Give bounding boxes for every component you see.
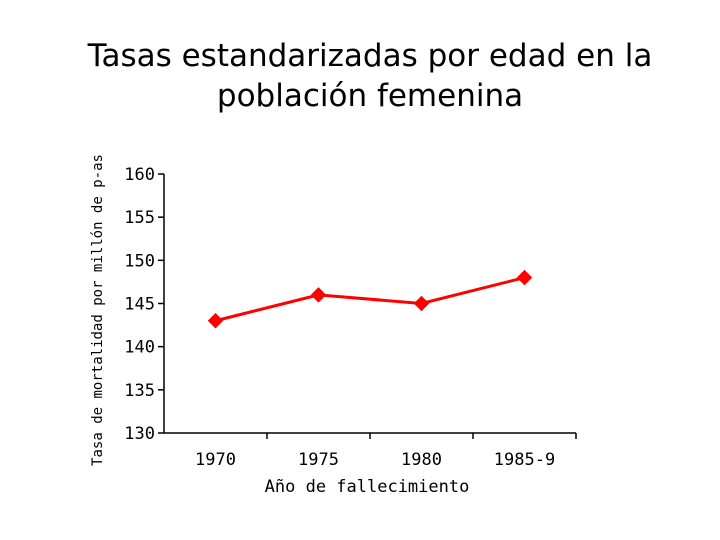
y-tick-label: 160 xyxy=(124,165,155,185)
x-ticks: 1970 1975 1980 1985-9 xyxy=(195,433,577,470)
x-tick-label: 1980 xyxy=(401,450,442,470)
x-tick-label: 1985-9 xyxy=(494,450,555,470)
chart-title: Tasas estandarizadas por edad en la pobl… xyxy=(87,38,653,114)
y-tick-label: 155 xyxy=(124,208,155,228)
x-axis-label: Año de fallecimiento xyxy=(265,477,470,497)
y-tick-label: 150 xyxy=(124,251,155,271)
data-point xyxy=(516,269,533,286)
x-tick-label: 1970 xyxy=(195,450,236,470)
y-tick-label: 140 xyxy=(124,338,155,358)
data-point xyxy=(310,287,327,303)
series-line xyxy=(215,276,525,323)
series xyxy=(207,269,533,329)
axes xyxy=(163,174,576,434)
y-tick-label: 135 xyxy=(124,381,155,401)
y-axis-label: Tasa de mortalidad por millón de p-as xyxy=(90,154,106,466)
y-tick-label: 130 xyxy=(124,424,155,444)
x-tick-label: 1975 xyxy=(298,450,339,470)
data-point xyxy=(413,295,430,312)
y-tick-label: 145 xyxy=(124,295,155,315)
y-ticks: 160 155 150 145 140 135 130 xyxy=(124,165,164,444)
data-point xyxy=(207,313,224,329)
